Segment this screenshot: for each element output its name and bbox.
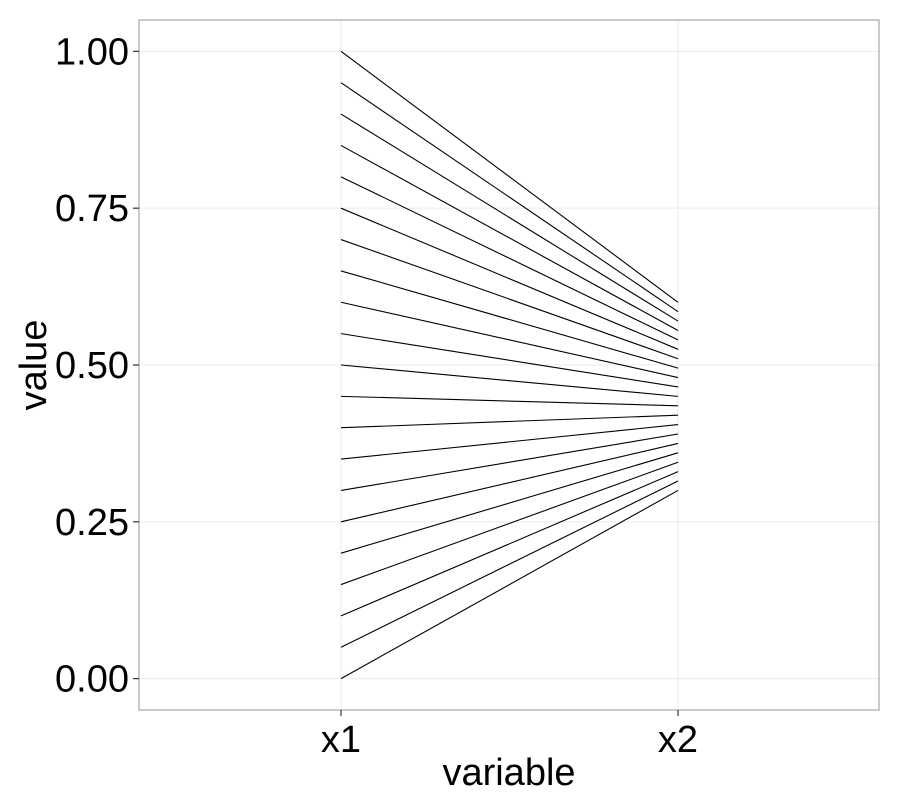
- y-tick-label-0: 0.00: [55, 659, 129, 701]
- series-line-2: [340, 471, 679, 617]
- y-tick-label-4: 1.00: [55, 31, 129, 73]
- series-line-17: [340, 144, 679, 331]
- series-line-11: [340, 333, 679, 388]
- y-tick-label-3: 0.75: [55, 188, 129, 230]
- series-line-4: [340, 452, 679, 554]
- series-line-8: [340, 414, 679, 429]
- series-line-16: [340, 176, 679, 341]
- series-line-9: [340, 395, 679, 407]
- series-line-3: [340, 461, 679, 586]
- series-line-15: [340, 207, 679, 350]
- y-tick-label-2: 0.50: [55, 345, 129, 387]
- x-axis-title: variable: [442, 752, 575, 794]
- x-axis-ticks: x1 x2: [321, 710, 698, 761]
- series-line-5: [340, 442, 679, 523]
- series-line-20: [340, 50, 679, 303]
- series-lines: [340, 50, 679, 680]
- y-axis-title: value: [13, 320, 55, 411]
- series-line-13: [340, 270, 679, 369]
- y-tick-label-1: 0.25: [55, 502, 129, 544]
- series-line-14: [340, 239, 679, 360]
- series-line-19: [340, 82, 679, 313]
- series-line-0: [340, 489, 679, 680]
- x-tick-label-0: x1: [321, 719, 361, 761]
- series-line-1: [340, 480, 679, 648]
- y-axis-ticks: 0.00 0.25 0.50 0.75 1.00: [55, 31, 139, 701]
- series-line-10: [340, 364, 679, 397]
- series-line-12: [340, 301, 679, 379]
- series-line-7: [340, 424, 679, 460]
- series-line-18: [340, 113, 679, 322]
- x-tick-label-1: x2: [658, 719, 698, 761]
- series-line-6: [340, 433, 679, 491]
